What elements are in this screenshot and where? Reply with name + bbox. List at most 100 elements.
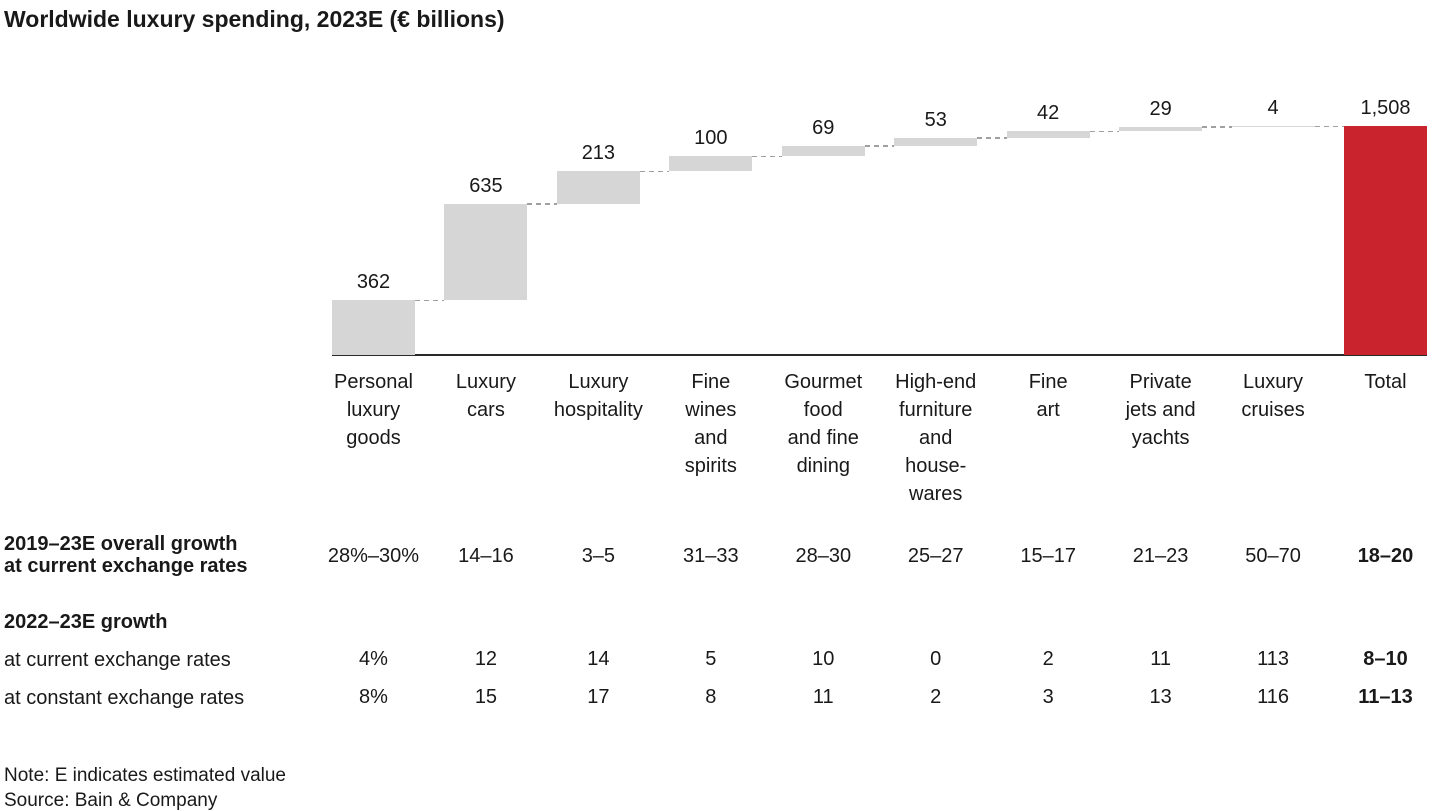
category-label-line: cars — [426, 396, 546, 424]
connector-line — [865, 145, 894, 147]
category-label-line: food — [763, 396, 883, 424]
waterfall-bar — [782, 146, 865, 156]
category-label-line: Personal — [314, 368, 434, 396]
row-label-overall-growth: 2019–23E overall growth at current excha… — [4, 533, 247, 577]
waterfall-bar — [444, 204, 527, 300]
waterfall-bar — [332, 300, 415, 355]
category-label-line: hospitality — [538, 396, 658, 424]
waterfall-bar — [1232, 126, 1315, 127]
bar-value-label: 1,508 — [1326, 98, 1440, 118]
bar-value-label: 100 — [651, 128, 771, 148]
connector-line — [1090, 131, 1119, 133]
table-cell: 113 — [1213, 649, 1333, 669]
category-label-line: Fine — [651, 368, 771, 396]
note-text: Note: E indicates estimated value — [4, 766, 286, 786]
bar-value-label: 42 — [988, 103, 1108, 123]
total-bar — [1344, 126, 1427, 355]
bar-value-label: 29 — [1101, 99, 1221, 119]
category-label-line: Gourmet — [763, 368, 883, 396]
category-label-line: cruises — [1213, 396, 1333, 424]
waterfall-bar — [557, 171, 640, 203]
category-label-line: art — [988, 396, 1108, 424]
table-cell: 13 — [1101, 687, 1221, 707]
table-cell: 28%–30% — [314, 546, 434, 566]
connector-line — [1202, 126, 1231, 128]
bar-value-label: 4 — [1213, 98, 1333, 118]
table-cell: 10 — [763, 649, 883, 669]
connector-line — [640, 171, 669, 173]
table-cell: 11 — [763, 687, 883, 707]
waterfall-bar — [894, 138, 977, 146]
table-cell: 14 — [538, 649, 658, 669]
category-label-line: jets and — [1101, 396, 1221, 424]
category-label-line: wares — [876, 480, 996, 508]
table-cell: 3–5 — [538, 546, 658, 566]
row-label-current-rates: at current exchange rates — [4, 649, 231, 671]
connector-line — [1315, 126, 1344, 128]
row-label-line: 2019–23E overall growth — [4, 533, 247, 555]
table-cell: 21–23 — [1101, 546, 1221, 566]
category-label-line: spirits — [651, 452, 771, 480]
connector-line — [415, 300, 444, 302]
category-label-line: Luxury — [426, 368, 546, 396]
table-cell: 3 — [988, 687, 1108, 707]
table-cell: 14–16 — [426, 546, 546, 566]
category-label-line: Total — [1326, 368, 1440, 396]
table-cell: 8–10 — [1326, 649, 1440, 669]
table-cell: 15–17 — [988, 546, 1108, 566]
source-text: Source: Bain & Company — [4, 791, 217, 811]
bar-value-label: 635 — [426, 176, 546, 196]
category-label-line: wines — [651, 396, 771, 424]
category-label-line: and fine — [763, 424, 883, 452]
table-cell: 8% — [314, 687, 434, 707]
category-label-line: luxury — [314, 396, 434, 424]
connector-line — [527, 203, 556, 205]
waterfall-bar — [669, 156, 752, 171]
category-label-line: dining — [763, 452, 883, 480]
bar-value-label: 53 — [876, 110, 996, 130]
table-cell: 18–20 — [1326, 546, 1440, 566]
category-label-line: Private — [1101, 368, 1221, 396]
row-label-constant-rates: at constant exchange rates — [4, 687, 244, 709]
table-cell: 2 — [876, 687, 996, 707]
table-cell: 116 — [1213, 687, 1333, 707]
waterfall-bar — [1007, 131, 1090, 137]
category-label-line: house- — [876, 452, 996, 480]
table-cell: 5 — [651, 649, 771, 669]
connector-line — [752, 156, 781, 158]
x-axis-line — [332, 354, 1427, 356]
table-cell: 0 — [876, 649, 996, 669]
bar-value-label: 362 — [314, 272, 434, 292]
table-cell: 12 — [426, 649, 546, 669]
row-label-line: at current exchange rates — [4, 555, 247, 577]
table-cell: 28–30 — [763, 546, 883, 566]
table-cell: 50–70 — [1213, 546, 1333, 566]
category-label-line: Fine — [988, 368, 1108, 396]
row-label-2022-growth: 2022–23E growth — [4, 611, 167, 633]
category-label-line: Luxury — [538, 368, 658, 396]
table-cell: 25–27 — [876, 546, 996, 566]
category-label-line: yachts — [1101, 424, 1221, 452]
category-label: Total — [1326, 368, 1440, 396]
category-label-line: and — [876, 424, 996, 452]
table-cell: 4% — [314, 649, 434, 669]
table-cell: 2 — [988, 649, 1108, 669]
category-label-line: and — [651, 424, 771, 452]
table-cell: 17 — [538, 687, 658, 707]
category-label-line: furniture — [876, 396, 996, 424]
bar-value-label: 213 — [538, 143, 658, 163]
category-label-line: High-end — [876, 368, 996, 396]
bar-value-label: 69 — [763, 118, 883, 138]
table-cell: 11–13 — [1326, 687, 1440, 707]
table-cell: 8 — [651, 687, 771, 707]
table-cell: 31–33 — [651, 546, 771, 566]
